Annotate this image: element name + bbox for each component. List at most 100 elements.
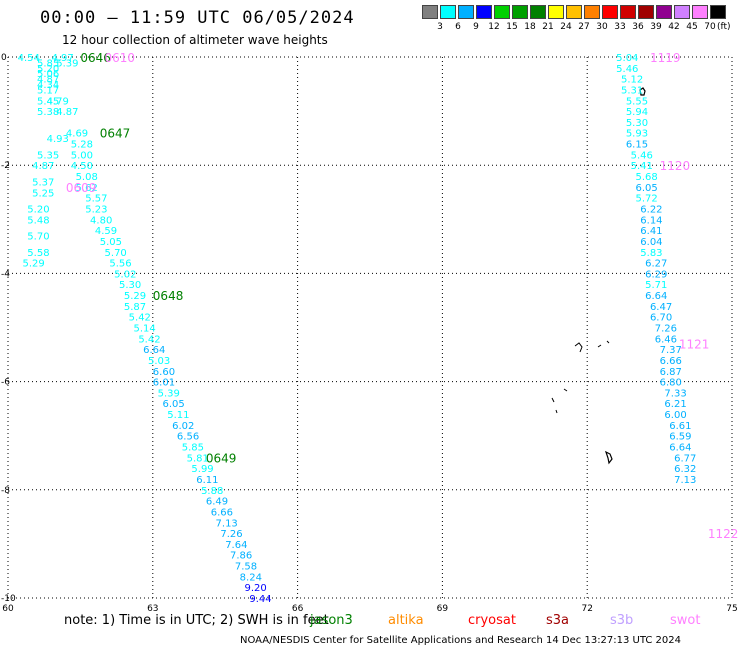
swh-value: 6.80 xyxy=(660,378,682,389)
swh-value: 4.34 xyxy=(37,80,59,91)
swh-value: 5.06 xyxy=(37,69,59,80)
pass-time-label: 1120 xyxy=(660,159,691,173)
swh-value: 5.35 xyxy=(37,150,59,161)
swh-value: 7.58 xyxy=(235,562,257,573)
colorbar-label: 45 xyxy=(686,22,698,32)
swh-value: 6.01 xyxy=(153,378,175,389)
colorbar-label: 36 xyxy=(632,22,644,32)
swh-value: 7.26 xyxy=(220,529,242,540)
x-tick-labels: 60 63 66 69 72 75 xyxy=(2,604,737,614)
swh-value: 5.72 xyxy=(635,194,657,205)
swh-value: 6.66 xyxy=(660,356,682,367)
swh-value: 5.17 xyxy=(37,85,59,96)
satellite-legend-item: cryosat xyxy=(468,613,516,628)
colorbar-swatch xyxy=(656,5,672,19)
swh-value: 5.46 xyxy=(631,150,653,161)
x-tick-label: 75 xyxy=(726,604,737,614)
swh-value: 5.42 xyxy=(138,334,160,345)
swh-value: 6.00 xyxy=(664,410,686,421)
swh-value: 6.05 xyxy=(162,399,184,410)
x-tick-label: 69 xyxy=(437,604,449,614)
x-tick-label: 63 xyxy=(147,604,158,614)
swh-value: 6.77 xyxy=(674,453,696,464)
swh-value: 4.87 xyxy=(37,75,59,86)
swh-value: 6.02 xyxy=(172,421,194,432)
swh-value: 5.20 xyxy=(37,64,59,75)
swh-value: 6.64 xyxy=(669,443,691,454)
swh-value: 6.29 xyxy=(645,269,667,280)
y-tick-label: -4 xyxy=(1,269,10,279)
swh-value: 6.32 xyxy=(674,464,696,475)
swh-value: 5.88 xyxy=(201,486,223,497)
swh-value: 5.31 xyxy=(621,85,643,96)
colorbar-label: 27 xyxy=(578,22,590,32)
colorbar-swatch xyxy=(476,5,492,19)
satellite-legend-item: swot xyxy=(670,613,701,628)
pass-time-label: 0647 xyxy=(100,127,131,141)
chart-title: 00:00 – 11:59 UTC 06/05/2024 xyxy=(40,8,355,28)
swh-value: 5.28 xyxy=(71,140,93,151)
swh-value: 5.05 xyxy=(100,237,122,248)
pass-time-label: 1119 xyxy=(650,51,681,65)
colorbar-label: 42 xyxy=(668,22,680,32)
swh-value: 5.83 xyxy=(640,248,662,259)
swh-value: 6.87 xyxy=(660,367,682,378)
swh-value: 6.14 xyxy=(640,215,662,226)
satellite-legend-item: s3b xyxy=(610,613,634,628)
swh-value: 6.05 xyxy=(635,183,657,194)
swh-value: 5.45 xyxy=(37,96,59,107)
swh-value: 7.86 xyxy=(230,551,252,562)
swh-value: 7.33 xyxy=(664,388,686,399)
colorbar-label: 30 xyxy=(596,22,608,32)
swh-value: 9.20 xyxy=(245,583,267,594)
swh-value: 5.25 xyxy=(32,188,54,199)
swh-value: 5.56 xyxy=(109,259,131,270)
swh-value: 5.37 xyxy=(32,177,54,188)
swh-value: 6.47 xyxy=(650,302,672,313)
x-tick-label: 72 xyxy=(581,604,592,614)
swh-value: 5.71 xyxy=(645,280,667,291)
y-tick-label: 0 xyxy=(1,53,7,63)
swh-value: 6.56 xyxy=(177,432,199,443)
y-tick-label: -2 xyxy=(1,161,10,171)
swh-value: 6.61 xyxy=(669,421,691,432)
swh-value: 5.42 xyxy=(129,313,151,324)
swh-value: 7.26 xyxy=(655,324,677,335)
grid-lines xyxy=(7,56,733,599)
swh-value: 6.15 xyxy=(626,140,648,151)
swh-value: 5.46 xyxy=(616,64,638,75)
y-tick-label: -8 xyxy=(1,486,10,496)
y-tick-labels: 0 -2 -4 -6 -8 -10 xyxy=(1,53,16,604)
swh-value: 5.00 xyxy=(71,150,93,161)
swh-value: 4.97 xyxy=(51,53,73,64)
swh-value: 5.58 xyxy=(27,248,49,259)
colorbar-label: 18 xyxy=(524,22,536,32)
swh-value: 6.70 xyxy=(650,313,672,324)
x-tick-label: 66 xyxy=(292,604,304,614)
swh-value: 5.20 xyxy=(27,204,49,215)
colorbar-label: 3 xyxy=(437,22,443,32)
swh-value: 5.04 xyxy=(616,53,638,64)
pass-time-label: 0646 xyxy=(80,51,111,65)
swh-value: 6.21 xyxy=(664,399,686,410)
pass-time-label: 0649 xyxy=(206,451,237,465)
swh-value: 6.59 xyxy=(669,432,691,443)
swh-value: 4.93 xyxy=(47,134,69,145)
swh-value: 9.44 xyxy=(249,594,271,605)
colorbar-label: 15 xyxy=(506,22,518,32)
swh-value: 4.69 xyxy=(66,129,88,140)
swh-value: 5.23 xyxy=(85,204,107,215)
swh-value: 5.41 xyxy=(631,161,653,172)
swh-value: 5.02 xyxy=(114,269,136,280)
chart-subtitle: 12 hour collection of altimeter wave hei… xyxy=(62,33,328,47)
satellite-legend-item: s3a xyxy=(546,613,570,628)
swh-value: 4.87 xyxy=(56,107,78,118)
swh-value: 5.29 xyxy=(124,291,146,302)
colorbar-label: 70 xyxy=(704,22,716,32)
colorbar-swatch xyxy=(638,5,654,19)
swh-value: 6.60 xyxy=(153,367,175,378)
swh-value: 6.64 xyxy=(645,291,667,302)
colorbar-swatch xyxy=(494,5,510,19)
colorbar-label: 33 xyxy=(614,22,626,32)
